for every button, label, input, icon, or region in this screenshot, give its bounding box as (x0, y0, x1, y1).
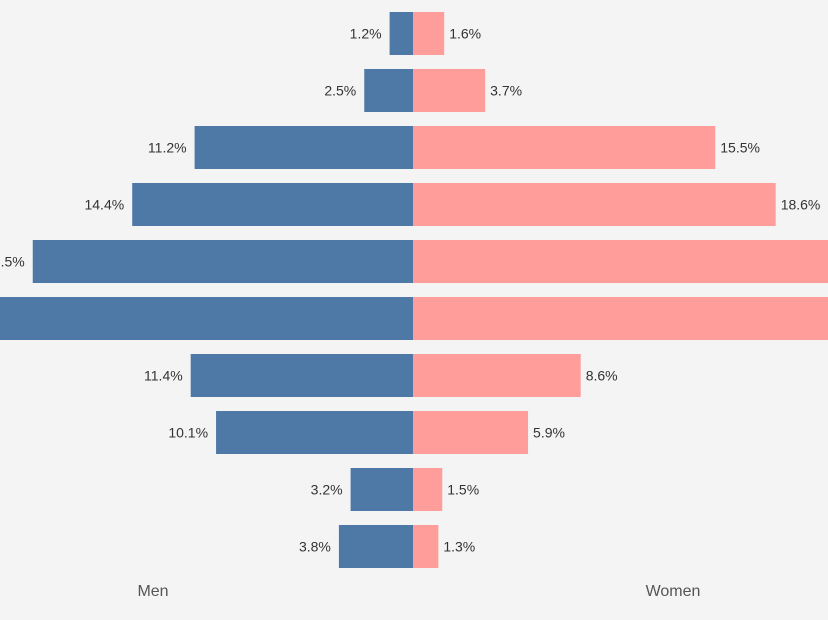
men-value-label-2: 11.2% (148, 140, 187, 156)
men-value-label-6: 11.4% (144, 368, 183, 384)
men-bar-6 (190, 354, 413, 397)
women-value-label-6: 8.6% (586, 368, 618, 384)
men-bar-9 (338, 525, 413, 568)
men-value-label-8: 3.2% (311, 482, 343, 498)
women-value-label-7: 5.9% (533, 425, 565, 441)
men-bar-5 (0, 297, 414, 340)
women-bar-7 (413, 411, 529, 454)
women-value-label-3: 18.6% (781, 197, 821, 213)
men-value-label-9: 3.8% (299, 539, 331, 555)
women-bar-9 (413, 525, 439, 568)
women-value-label-1: 3.7% (490, 83, 522, 99)
men-bar-2 (194, 126, 413, 169)
men-bar-4 (32, 240, 413, 283)
men-value-label-1: 2.5% (324, 83, 356, 99)
men-axis-label: Men (137, 583, 168, 600)
women-bar-2 (413, 126, 716, 169)
women-bar-4 (413, 240, 828, 283)
bars-layer (0, 12, 828, 568)
women-bar-8 (413, 468, 443, 511)
men-bar-0 (389, 12, 413, 55)
women-value-label-9: 1.3% (443, 539, 475, 555)
men-bar-3 (132, 183, 413, 226)
men-value-label-4: 19.5% (0, 254, 25, 270)
women-value-label-8: 1.5% (447, 482, 479, 498)
women-axis-label: Women (646, 583, 701, 600)
women-bar-5 (413, 297, 828, 340)
men-value-label-7: 10.1% (168, 425, 208, 441)
women-bar-0 (413, 12, 445, 55)
men-bar-7 (216, 411, 413, 454)
men-bar-1 (364, 69, 413, 112)
women-bar-3 (413, 183, 776, 226)
women-value-label-2: 15.5% (720, 140, 760, 156)
labels-layer: 1.2% 2.5% 11.2% 14.4% 19.5% 11.4% 10.1% 3.2% 3.8… (0, 26, 820, 555)
women-bar-6 (413, 354, 581, 397)
men-bar-8 (350, 468, 413, 511)
men-value-label-0: 1.2% (350, 26, 382, 42)
men-value-label-3: 14.4% (84, 197, 124, 213)
women-bar-1 (413, 69, 486, 112)
women-value-label-0: 1.6% (449, 26, 481, 42)
